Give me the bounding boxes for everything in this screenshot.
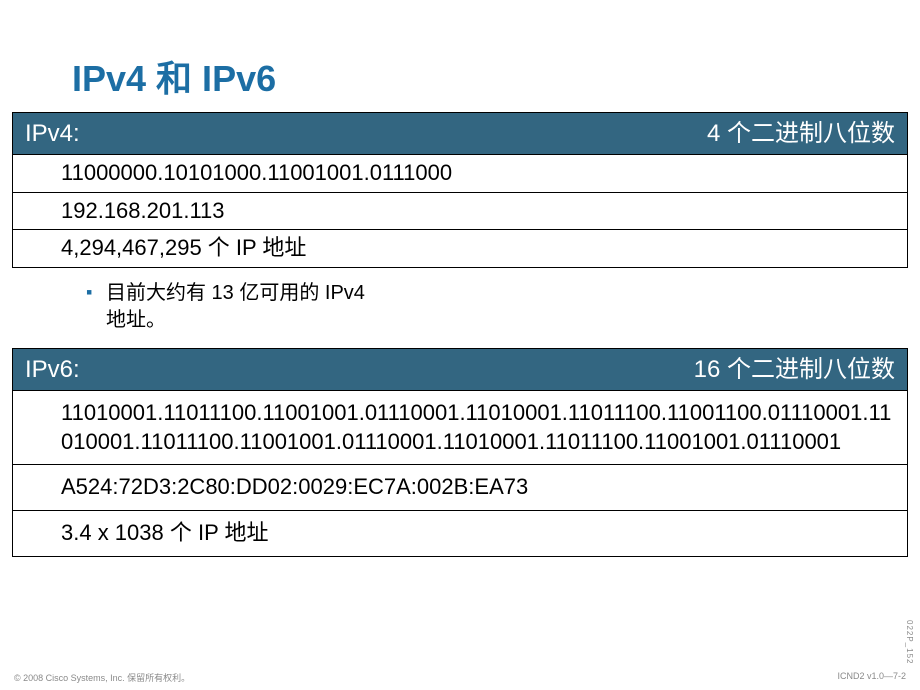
slide-title: IPv4 和 IPv6 [12,10,908,112]
slide: IPv4 和 IPv6 IPv4: 4 个二进制八位数 11000000.101… [0,0,920,690]
ipv4-binary-row: 11000000.10101000.11001001.0111000 [13,155,908,193]
ipv6-binary-row: 11010001.11011100.11001001.01110001.1101… [13,391,908,465]
footer: © 2008 Cisco Systems, Inc. 保留所有权利。 ICND2… [14,671,906,684]
bullet-text-line2: 地址。 [106,309,166,331]
bullet-text-line1: 目前大约有 13 亿可用的 IPv4 [106,282,365,304]
ipv4-header: IPv4: 4 个二进制八位数 [13,113,908,155]
ipv6-table: IPv6: 16 个二进制八位数 11010001.11011100.11001… [12,348,908,557]
ipv6-header: IPv6: 16 个二进制八位数 [13,348,908,390]
bullet-item: 目前大约有 13 亿可用的 IPv4 地址。 [86,280,908,334]
vertical-code: 022P_152 [905,620,914,664]
ipv4-decimal-row: 192.168.201.113 [13,192,908,230]
ipv4-header-left: IPv4: [25,118,80,149]
ipv4-count-row: 4,294,467,295 个 IP 地址 [13,230,908,268]
ipv4-table: IPv4: 4 个二进制八位数 11000000.10101000.110010… [12,112,908,268]
footer-left: © 2008 Cisco Systems, Inc. 保留所有权利。 [14,673,190,683]
ipv6-header-right: 16 个二进制八位数 [694,354,895,385]
footer-right: ICND2 v1.0—7-2 [837,671,906,681]
ipv6-header-left: IPv6: [25,354,80,385]
bullet-list: 目前大约有 13 亿可用的 IPv4 地址。 [12,268,908,348]
ipv6-hex-row: A524:72D3:2C80:DD02:0029:EC7A:002B:EA73 [13,465,908,511]
ipv4-header-right: 4 个二进制八位数 [707,118,895,149]
ipv6-count-row: 3.4 x 1038 个 IP 地址 [13,510,908,556]
